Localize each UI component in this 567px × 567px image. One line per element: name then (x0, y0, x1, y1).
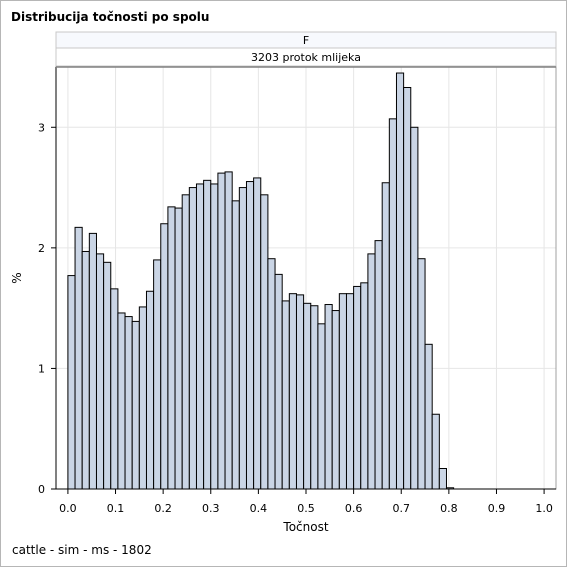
y-axis-label: % (10, 272, 24, 283)
x-axis: 0.0 0.1 0.2 0.3 0.4 0.5 0.6 0.7 0.8 0.9 1.0 (56, 488, 556, 515)
histogram-bar (410, 126, 419, 490)
histogram-bar (153, 259, 162, 490)
chart-title: Distribucija točnosti po spolu (11, 10, 210, 24)
histogram-bar (117, 312, 126, 490)
histogram-bar (424, 343, 433, 490)
histogram-bar (131, 320, 140, 490)
histogram-bar (267, 258, 276, 490)
x-tick-label: 0.8 (440, 502, 458, 515)
histogram-bar (303, 302, 312, 490)
x-tick-label: 0.6 (345, 502, 363, 515)
histogram-bar (160, 223, 169, 490)
y-tick-label: 3 (38, 121, 45, 134)
histogram-bars (67, 72, 455, 490)
x-tick-label: 0.2 (154, 502, 172, 515)
y-tick-label: 2 (38, 242, 45, 255)
histogram-bar (217, 172, 226, 490)
histogram-bar (224, 171, 233, 490)
histogram-bar (188, 187, 197, 490)
histogram-bar (103, 261, 112, 490)
histogram-bar (403, 86, 412, 490)
histogram-bar (310, 305, 319, 490)
histogram-bar (374, 240, 383, 490)
x-tick-label: 0.5 (297, 502, 315, 515)
histogram-bar (238, 187, 247, 490)
histogram-bar (195, 183, 205, 490)
histogram-bar (274, 273, 283, 490)
histogram-bar (145, 290, 155, 490)
histogram-bar (295, 294, 305, 490)
x-tick-label: 0.1 (107, 502, 125, 515)
y-tick-label: 0 (38, 483, 45, 496)
histogram-bar (81, 250, 90, 490)
histogram-bar (203, 179, 212, 490)
histogram-bar (281, 300, 290, 490)
histogram-bar (353, 285, 362, 490)
histogram-bar (67, 275, 76, 490)
y-tick-label: 1 (38, 362, 45, 375)
histogram-bar (95, 253, 105, 490)
histogram-bar (317, 323, 326, 490)
histogram-bar (210, 183, 219, 490)
histogram-bar (345, 293, 355, 490)
histogram-bar (110, 288, 119, 490)
histogram-bar (360, 282, 369, 490)
histogram-bar (331, 310, 340, 490)
histogram-bar (260, 194, 269, 490)
panel-strip-bottom-label: 3203 protok mlijeka (251, 51, 361, 64)
histogram-bar (388, 118, 397, 490)
histogram-bar (245, 181, 255, 490)
histogram-bar (438, 468, 447, 490)
x-axis-label: Točnost (282, 520, 328, 534)
histogram-bar (174, 207, 183, 490)
histogram-bar (253, 177, 262, 490)
histogram-bar (231, 200, 240, 490)
x-tick-label: 0.9 (488, 502, 506, 515)
x-tick-label: 0.3 (202, 502, 220, 515)
panel-strip-top-label: F (303, 34, 309, 47)
x-tick-label: 0.0 (59, 502, 77, 515)
histogram-bar (181, 194, 190, 490)
histogram-bar (324, 304, 333, 490)
histogram-bar (167, 206, 176, 490)
x-tick-label: 0.4 (250, 502, 268, 515)
histogram-bar (88, 232, 97, 490)
x-tick-label: 1.0 (535, 502, 553, 515)
histogram-bar (138, 306, 147, 490)
y-axis: 0 1 2 3 (38, 67, 57, 496)
footnote: cattle - sim - ms - 1802 (12, 543, 152, 557)
histogram-bar (367, 253, 376, 490)
histogram-bar (74, 226, 83, 490)
histogram-bar (124, 316, 133, 490)
x-tick-label: 0.7 (392, 502, 410, 515)
panel-strip-bottom (55, 47, 557, 67)
histogram-bar (431, 413, 440, 490)
histogram-bar (395, 72, 405, 490)
histogram-bar (288, 293, 297, 490)
histogram-bar (417, 258, 426, 490)
histogram-bar (338, 293, 347, 490)
histogram-bar (381, 182, 390, 490)
